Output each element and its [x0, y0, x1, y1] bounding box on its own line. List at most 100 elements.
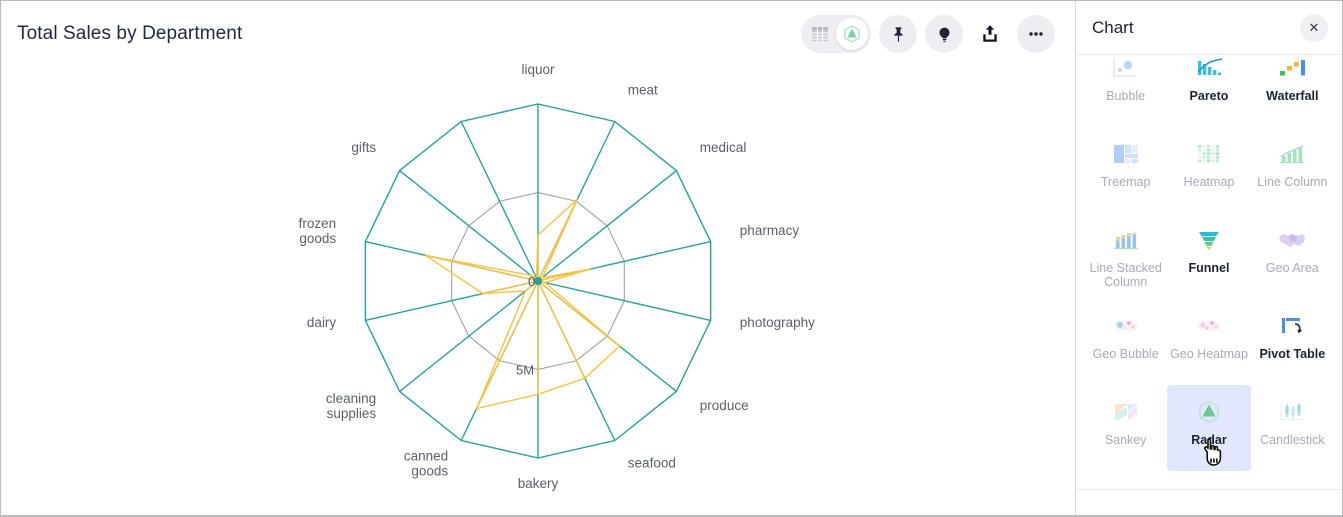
waterfall-icon: [1270, 55, 1314, 83]
heatmap-icon: [1187, 139, 1231, 169]
panel-title: Chart: [1092, 17, 1134, 37]
radar-category-label: bakery: [518, 476, 559, 491]
chart-type-label: Sankey: [1104, 433, 1147, 447]
geo-bubble-icon: [1104, 311, 1148, 341]
chart-type-line-column[interactable]: Line Column: [1251, 127, 1334, 213]
radar-spoke: [460, 121, 539, 282]
view-toggle-group: [801, 15, 871, 53]
chart-type-label: Candlestick: [1260, 433, 1325, 447]
radar-spoke: [482, 280, 539, 295]
chart-type-bubble[interactable]: Bubble: [1084, 55, 1167, 127]
radar-center-dot: [534, 277, 542, 285]
chart-pane: Total Sales by Department: [1, 1, 1076, 515]
radar-category-label: supplies: [327, 406, 377, 421]
chart-view-toggle[interactable]: [836, 18, 868, 50]
radar-spoke: [537, 280, 621, 347]
pivot-table-icon: [1270, 311, 1314, 341]
geo-heatmap-icon: [1187, 311, 1231, 341]
radial-tick-5m: 5M: [516, 363, 534, 378]
radar-category-label: frozen: [299, 216, 337, 231]
radar-category-label: medical: [700, 140, 747, 155]
export-button[interactable]: [971, 15, 1009, 53]
export-icon: [983, 25, 997, 42]
radar-category-label: gifts: [351, 140, 376, 155]
radial-tick-0: 0: [528, 274, 535, 289]
chart-type-label: Treemap: [1100, 175, 1151, 189]
chart-type-label: Bubble: [1106, 89, 1146, 103]
radar-category-label: goods: [299, 231, 336, 246]
chart-type-label: Waterfall: [1266, 89, 1319, 103]
chart-type-treemap[interactable]: Treemap: [1084, 127, 1167, 213]
chart-type-label: Pivot Table: [1259, 347, 1326, 361]
chart-type-candlestick[interactable]: Candlestick: [1251, 385, 1334, 471]
chart-type-geo-area[interactable]: Geo Area: [1251, 213, 1334, 299]
radar-category-label: meat: [628, 83, 658, 98]
chart-type-label: Geo Bubble: [1092, 347, 1159, 361]
chart-type-label: Line Column: [1257, 175, 1328, 189]
radar-category-label: liquor: [521, 62, 555, 77]
chart-type-list[interactable]: Bubble Pareto Waterfall Treemap Heatmap Line …: [1076, 55, 1342, 489]
chart-type-sankey[interactable]: Sankey: [1084, 385, 1167, 471]
radar-spoke: [425, 254, 539, 282]
chart-type-pareto[interactable]: Pareto: [1167, 55, 1250, 127]
radar-spoke: [399, 170, 539, 282]
radar-category-label: seafood: [628, 456, 676, 471]
cursor-hand-icon: [1204, 438, 1222, 466]
radar-spoke: [537, 199, 578, 282]
bubble-icon: [1104, 55, 1148, 83]
radar-icon: [1187, 397, 1231, 427]
chart-type-label: Geo Heatmap: [1170, 347, 1248, 361]
chart-type-line-stacked-column[interactable]: Line Stacked Column: [1084, 213, 1167, 299]
candlestick-icon: [1270, 397, 1314, 427]
radar-spoke: [537, 280, 711, 322]
radar-category-label: cleaning: [326, 391, 376, 406]
radar-category-label: pharmacy: [740, 223, 800, 238]
chart-type-label: Funnel: [1188, 261, 1230, 275]
more-button[interactable]: [1017, 15, 1055, 53]
pin-icon: [893, 26, 903, 42]
chart-type-geo-bubble[interactable]: Geo Bubble: [1084, 299, 1167, 385]
lightbulb-icon: [938, 27, 950, 42]
chart-type-funnel[interactable]: Funnel: [1167, 213, 1250, 299]
table-view-toggle[interactable]: [804, 18, 836, 50]
chart-type-radar[interactable]: Radar: [1167, 385, 1251, 471]
geo-area-icon: [1270, 225, 1314, 255]
ellipsis-icon: [1029, 32, 1043, 36]
chart-type-label: Line Stacked Column: [1089, 261, 1162, 289]
radar-chart: 0 5M liquor meat medical pharmacy photography p…: [1, 53, 1076, 513]
line-column-icon: [1270, 139, 1314, 169]
radar-category-label: photography: [740, 315, 815, 330]
radar-spoke: [537, 170, 677, 282]
sankey-icon: [1104, 397, 1148, 427]
panel-header: Chart ✕: [1076, 1, 1342, 55]
radar-category-label: dairy: [307, 315, 337, 330]
radar-spoke: [475, 280, 539, 409]
line-stacked-column-icon: [1104, 225, 1148, 255]
radar-category-label: goods: [411, 464, 448, 479]
treemap-icon: [1104, 139, 1148, 169]
pareto-icon: [1187, 55, 1231, 83]
panel-footer: [1076, 489, 1342, 515]
chart-type-geo-heatmap[interactable]: Geo Heatmap: [1167, 299, 1250, 385]
chart-type-label: Heatmap: [1183, 175, 1235, 189]
radar-spoke: [399, 280, 539, 392]
radar-spoke: [537, 280, 586, 379]
insights-button[interactable]: [925, 15, 963, 53]
close-icon[interactable]: ✕: [1300, 13, 1328, 42]
chart-type-panel: Chart ✕ Bubble Pareto Waterfall Treemap Heat…: [1076, 1, 1342, 515]
radar-category-label: canned: [404, 449, 448, 464]
chart-type-label: Geo Area: [1265, 261, 1319, 275]
page-title: Total Sales by Department: [17, 23, 243, 44]
radar-icon: [844, 25, 860, 43]
chart-type-waterfall[interactable]: Waterfall: [1251, 55, 1334, 127]
pin-button[interactable]: [879, 15, 917, 53]
radar-spoke: [537, 268, 590, 282]
table-icon: [812, 27, 828, 41]
chart-type-heatmap[interactable]: Heatmap: [1167, 127, 1250, 213]
chart-type-pivot-table[interactable]: Pivot Table: [1251, 299, 1334, 385]
radar-chart-svg: 0 5M liquor meat medical pharmacy photography p…: [299, 62, 815, 491]
radar-category-label: produce: [700, 398, 749, 413]
chart-toolbar: [801, 15, 1055, 53]
chart-type-label: Pareto: [1189, 89, 1229, 103]
